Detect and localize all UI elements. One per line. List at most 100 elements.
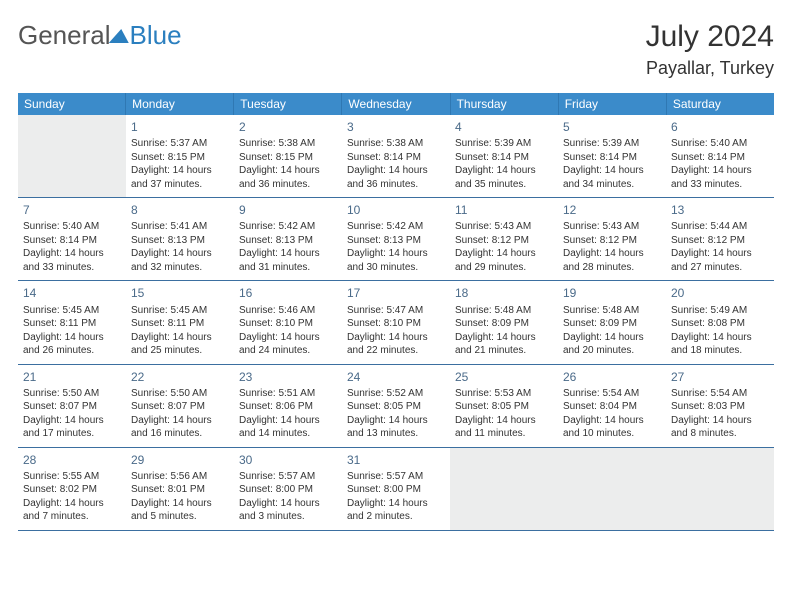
daylight-text: and 26 minutes. <box>23 344 121 358</box>
daylight-text: Daylight: 14 hours <box>563 247 661 261</box>
sunset-text: Sunset: 8:04 PM <box>563 400 661 414</box>
day-cell: 1Sunrise: 5:37 AMSunset: 8:15 PMDaylight… <box>126 115 234 197</box>
daylight-text: and 35 minutes. <box>455 178 553 192</box>
daylight-text: and 36 minutes. <box>239 178 337 192</box>
day-number: 20 <box>671 285 769 301</box>
day-number: 2 <box>239 119 337 135</box>
daylight-text: and 10 minutes. <box>563 427 661 441</box>
daylight-text: and 20 minutes. <box>563 344 661 358</box>
day-cell: 7Sunrise: 5:40 AMSunset: 8:14 PMDaylight… <box>18 198 126 280</box>
day-cell: 8Sunrise: 5:41 AMSunset: 8:13 PMDaylight… <box>126 198 234 280</box>
daylight-text: Daylight: 14 hours <box>563 331 661 345</box>
sunset-text: Sunset: 8:13 PM <box>131 234 229 248</box>
day-number: 5 <box>563 119 661 135</box>
day-cell: 3Sunrise: 5:38 AMSunset: 8:14 PMDaylight… <box>342 115 450 197</box>
daylight-text: and 34 minutes. <box>563 178 661 192</box>
sunset-text: Sunset: 8:13 PM <box>347 234 445 248</box>
daylight-text: and 7 minutes. <box>23 510 121 524</box>
day-number: 8 <box>131 202 229 218</box>
daylight-text: and 32 minutes. <box>131 261 229 275</box>
sunset-text: Sunset: 8:09 PM <box>455 317 553 331</box>
sunrise-text: Sunrise: 5:54 AM <box>563 387 661 401</box>
sunrise-text: Sunrise: 5:54 AM <box>671 387 769 401</box>
day-cell: 18Sunrise: 5:48 AMSunset: 8:09 PMDayligh… <box>450 281 558 363</box>
day-cell: 15Sunrise: 5:45 AMSunset: 8:11 PMDayligh… <box>126 281 234 363</box>
sunset-text: Sunset: 8:05 PM <box>347 400 445 414</box>
sunrise-text: Sunrise: 5:43 AM <box>563 220 661 234</box>
weekday-friday: Friday <box>559 93 667 115</box>
sunset-text: Sunset: 8:05 PM <box>455 400 553 414</box>
day-cell: 31Sunrise: 5:57 AMSunset: 8:00 PMDayligh… <box>342 448 450 530</box>
sunrise-text: Sunrise: 5:44 AM <box>671 220 769 234</box>
daylight-text: and 18 minutes. <box>671 344 769 358</box>
sunrise-text: Sunrise: 5:39 AM <box>563 137 661 151</box>
sunrise-text: Sunrise: 5:41 AM <box>131 220 229 234</box>
blank-cell <box>558 448 666 530</box>
daylight-text: and 33 minutes. <box>671 178 769 192</box>
daylight-text: and 16 minutes. <box>131 427 229 441</box>
daylight-text: Daylight: 14 hours <box>239 414 337 428</box>
sunrise-text: Sunrise: 5:40 AM <box>671 137 769 151</box>
daylight-text: and 37 minutes. <box>131 178 229 192</box>
daylight-text: and 28 minutes. <box>563 261 661 275</box>
day-number: 18 <box>455 285 553 301</box>
sunset-text: Sunset: 8:14 PM <box>455 151 553 165</box>
daylight-text: and 13 minutes. <box>347 427 445 441</box>
day-number: 28 <box>23 452 121 468</box>
weekday-sunday: Sunday <box>18 93 126 115</box>
sunset-text: Sunset: 8:14 PM <box>23 234 121 248</box>
sunset-text: Sunset: 8:10 PM <box>239 317 337 331</box>
day-cell: 6Sunrise: 5:40 AMSunset: 8:14 PMDaylight… <box>666 115 774 197</box>
day-cell: 16Sunrise: 5:46 AMSunset: 8:10 PMDayligh… <box>234 281 342 363</box>
daylight-text: Daylight: 14 hours <box>671 331 769 345</box>
daylight-text: Daylight: 14 hours <box>239 497 337 511</box>
weekday-header: Sunday Monday Tuesday Wednesday Thursday… <box>18 93 774 115</box>
day-cell: 27Sunrise: 5:54 AMSunset: 8:03 PMDayligh… <box>666 365 774 447</box>
sunset-text: Sunset: 8:06 PM <box>239 400 337 414</box>
daylight-text: Daylight: 14 hours <box>455 331 553 345</box>
day-number: 3 <box>347 119 445 135</box>
weekday-wednesday: Wednesday <box>342 93 450 115</box>
location-label: Payallar, Turkey <box>646 58 774 79</box>
day-number: 27 <box>671 369 769 385</box>
sunrise-text: Sunrise: 5:49 AM <box>671 304 769 318</box>
day-number: 7 <box>23 202 121 218</box>
sunset-text: Sunset: 8:09 PM <box>563 317 661 331</box>
daylight-text: Daylight: 14 hours <box>23 497 121 511</box>
daylight-text: Daylight: 14 hours <box>347 247 445 261</box>
sunset-text: Sunset: 8:11 PM <box>131 317 229 331</box>
sunrise-text: Sunrise: 5:56 AM <box>131 470 229 484</box>
daylight-text: and 33 minutes. <box>23 261 121 275</box>
day-number: 16 <box>239 285 337 301</box>
calendar-page: General Blue July 2024 Payallar, Turkey … <box>0 0 792 551</box>
daylight-text: and 5 minutes. <box>131 510 229 524</box>
daylight-text: and 30 minutes. <box>347 261 445 275</box>
daylight-text: and 25 minutes. <box>131 344 229 358</box>
daylight-text: Daylight: 14 hours <box>671 164 769 178</box>
daylight-text: Daylight: 14 hours <box>239 331 337 345</box>
day-cell: 19Sunrise: 5:48 AMSunset: 8:09 PMDayligh… <box>558 281 666 363</box>
daylight-text: Daylight: 14 hours <box>239 164 337 178</box>
day-number: 22 <box>131 369 229 385</box>
day-cell: 9Sunrise: 5:42 AMSunset: 8:13 PMDaylight… <box>234 198 342 280</box>
day-number: 10 <box>347 202 445 218</box>
day-number: 19 <box>563 285 661 301</box>
daylight-text: and 14 minutes. <box>239 427 337 441</box>
day-cell: 24Sunrise: 5:52 AMSunset: 8:05 PMDayligh… <box>342 365 450 447</box>
daylight-text: Daylight: 14 hours <box>563 414 661 428</box>
sunset-text: Sunset: 8:14 PM <box>563 151 661 165</box>
day-cell: 12Sunrise: 5:43 AMSunset: 8:12 PMDayligh… <box>558 198 666 280</box>
day-number: 9 <box>239 202 337 218</box>
daylight-text: Daylight: 14 hours <box>131 331 229 345</box>
sunset-text: Sunset: 8:10 PM <box>347 317 445 331</box>
sunrise-text: Sunrise: 5:52 AM <box>347 387 445 401</box>
daylight-text: and 31 minutes. <box>239 261 337 275</box>
daylight-text: Daylight: 14 hours <box>455 164 553 178</box>
daylight-text: and 36 minutes. <box>347 178 445 192</box>
daylight-text: Daylight: 14 hours <box>131 497 229 511</box>
day-cell: 23Sunrise: 5:51 AMSunset: 8:06 PMDayligh… <box>234 365 342 447</box>
day-number: 13 <box>671 202 769 218</box>
day-number: 24 <box>347 369 445 385</box>
daylight-text: Daylight: 14 hours <box>671 247 769 261</box>
calendar-week: 1Sunrise: 5:37 AMSunset: 8:15 PMDaylight… <box>18 115 774 198</box>
